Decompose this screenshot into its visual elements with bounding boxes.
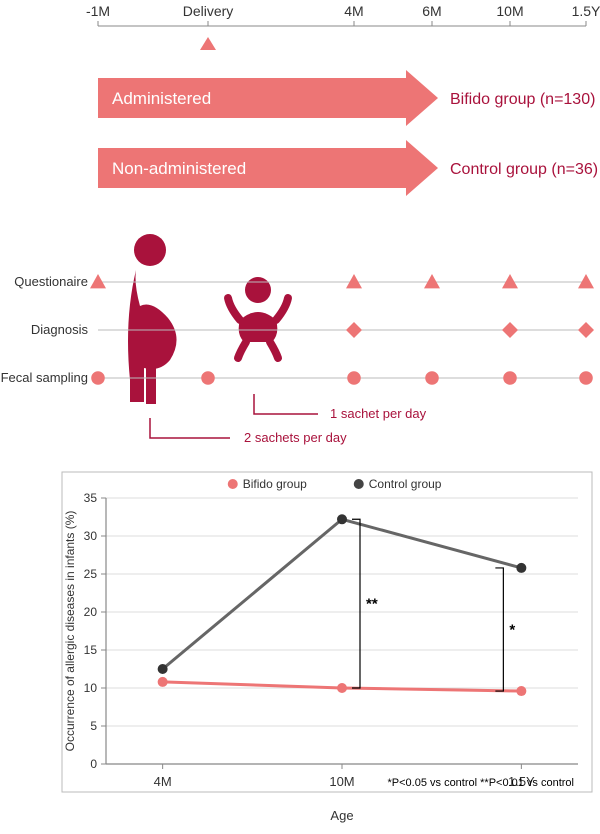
series-point-control-4M xyxy=(158,664,168,674)
baby-icon xyxy=(228,277,288,358)
group-label-bifido: Bifido group (n=130) xyxy=(450,91,595,108)
sig-bracket-0 xyxy=(352,519,360,688)
sachet-bracket-1 xyxy=(150,418,230,438)
series-point-control-1_5Y xyxy=(516,563,526,573)
arrow-label-administered: Administered xyxy=(112,89,211,108)
delivery-marker xyxy=(200,37,216,50)
ytick-35: 35 xyxy=(84,491,98,505)
sig-label-1: * xyxy=(509,621,515,638)
ytick-0: 0 xyxy=(90,757,97,771)
ytick-25: 25 xyxy=(84,567,98,581)
legend-label-control: Control group xyxy=(369,477,442,491)
row-label-questionnaire: Questionaire xyxy=(14,274,88,289)
timeline-tick-delivery: Delivery xyxy=(183,3,234,19)
x-axis-label: Age xyxy=(330,808,353,823)
ytick-20: 20 xyxy=(84,605,98,619)
group-label-control: Control group (n=36) xyxy=(450,161,598,178)
timeline-tick-6M: 6M xyxy=(422,3,441,19)
ytick-15: 15 xyxy=(84,643,98,657)
y-axis-label: Occurrence of allergic diseases in infan… xyxy=(63,511,77,752)
legend-marker-control xyxy=(354,479,364,489)
sig-label-0: ** xyxy=(366,596,378,613)
row-label-fecal: Fecal sampling xyxy=(1,370,88,385)
sig-bracket-1 xyxy=(495,568,503,691)
ytick-30: 30 xyxy=(84,529,98,543)
legend-label-bifido: Bifido group xyxy=(243,477,307,491)
study-figure: -1M Delivery 4M 6M 10M 1.5Y Administered Bifido… xyxy=(0,0,600,834)
timeline-tick-10M: 10M xyxy=(496,3,523,19)
series-point-control-10M xyxy=(337,514,347,524)
series-point-bifido-4M xyxy=(158,677,168,687)
sachet-bracket-0 xyxy=(254,394,318,414)
series-point-bifido-1_5Y xyxy=(516,686,526,696)
series-line-control xyxy=(163,519,522,669)
figure-svg: -1M Delivery 4M 6M 10M 1.5Y Administered Bifido… xyxy=(0,0,600,834)
arrow-label-nonadministered: Non-administered xyxy=(112,159,246,178)
series-point-bifido-10M xyxy=(337,683,347,693)
ytick-10: 10 xyxy=(84,681,98,695)
sachet-note-1: 2 sachets per day xyxy=(244,430,347,445)
ytick-5: 5 xyxy=(90,719,97,733)
timeline-tick-4M: 4M xyxy=(344,3,363,19)
timeline-tick-1_5Y: 1.5Y xyxy=(572,3,600,19)
sachet-note-0: 1 sachet per day xyxy=(330,406,427,421)
chart-footnote: *P<0.05 vs control **P<0.01 vs control xyxy=(388,777,575,789)
timeline-tick-neg1M: -1M xyxy=(86,3,110,19)
xtick-10M: 10M xyxy=(329,774,354,789)
row-label-diagnosis: Diagnosis xyxy=(31,322,89,337)
legend-marker-bifido xyxy=(228,479,238,489)
xtick-4M: 4M xyxy=(154,774,172,789)
